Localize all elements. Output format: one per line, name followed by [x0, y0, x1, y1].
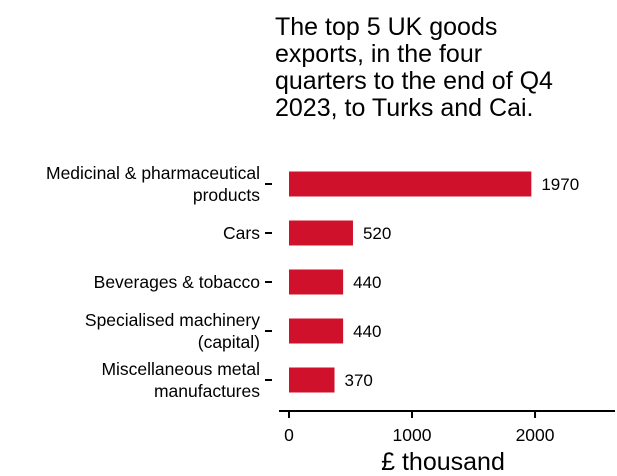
bar [289, 368, 335, 393]
category-label: (capital) [198, 332, 260, 352]
data-labels: 1970 520 440 440 370 [345, 175, 580, 390]
bar [289, 221, 353, 246]
bar [289, 270, 343, 295]
data-label: 1970 [541, 175, 579, 194]
x-tick-label: 0 [284, 425, 294, 445]
category-label: Cars [223, 223, 260, 243]
category-label: products [193, 185, 260, 205]
bar [289, 319, 343, 344]
data-label: 440 [353, 322, 381, 341]
x-tick-label: 2000 [516, 425, 555, 445]
category-label: Specialised machinery [85, 310, 260, 330]
bars-group [289, 172, 531, 393]
data-label: 440 [353, 273, 381, 292]
y-axis-ticks [265, 184, 272, 380]
category-label: manufactures [154, 381, 260, 401]
x-axis-title: £ thousand [381, 448, 505, 476]
bar [289, 172, 531, 197]
category-label: Miscellaneous metal [101, 359, 260, 379]
category-label: Beverages & tobacco [94, 272, 260, 292]
data-label: 520 [363, 224, 391, 243]
x-axis-ticks: 0 1000 2000 [284, 411, 555, 445]
data-label: 370 [345, 371, 373, 390]
x-tick-label: 1000 [393, 425, 432, 445]
category-label: Medicinal & pharmaceutical [46, 163, 260, 183]
